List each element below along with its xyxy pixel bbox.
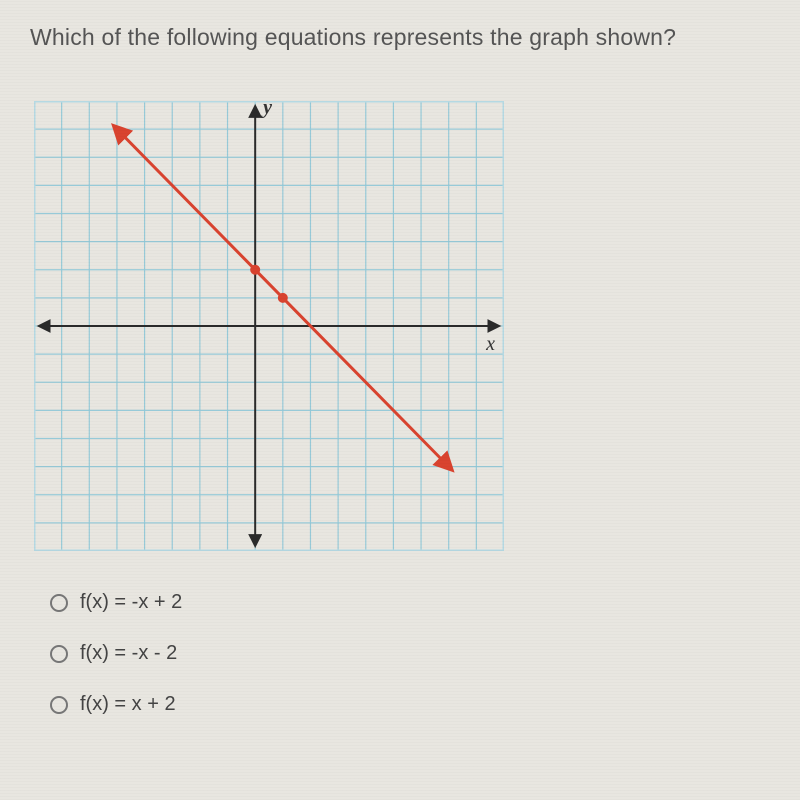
option-label: f(x) = x + 2 bbox=[80, 693, 176, 716]
graph-container: yx bbox=[34, 101, 770, 551]
line-graph: yx bbox=[34, 101, 504, 551]
option-c[interactable]: f(x) = x + 2 bbox=[50, 693, 770, 716]
svg-text:y: y bbox=[261, 101, 272, 118]
radio-icon bbox=[50, 696, 68, 714]
option-b[interactable]: f(x) = -x - 2 bbox=[50, 642, 770, 665]
svg-text:x: x bbox=[485, 333, 495, 355]
option-label: f(x) = -x + 2 bbox=[80, 591, 182, 614]
option-label: f(x) = -x - 2 bbox=[80, 642, 177, 665]
option-a[interactable]: f(x) = -x + 2 bbox=[50, 591, 770, 614]
answer-options: f(x) = -x + 2 f(x) = -x - 2 f(x) = x + 2 bbox=[50, 591, 770, 716]
radio-icon bbox=[50, 594, 68, 612]
radio-icon bbox=[50, 645, 68, 663]
question-text: Which of the following equations represe… bbox=[30, 24, 770, 51]
